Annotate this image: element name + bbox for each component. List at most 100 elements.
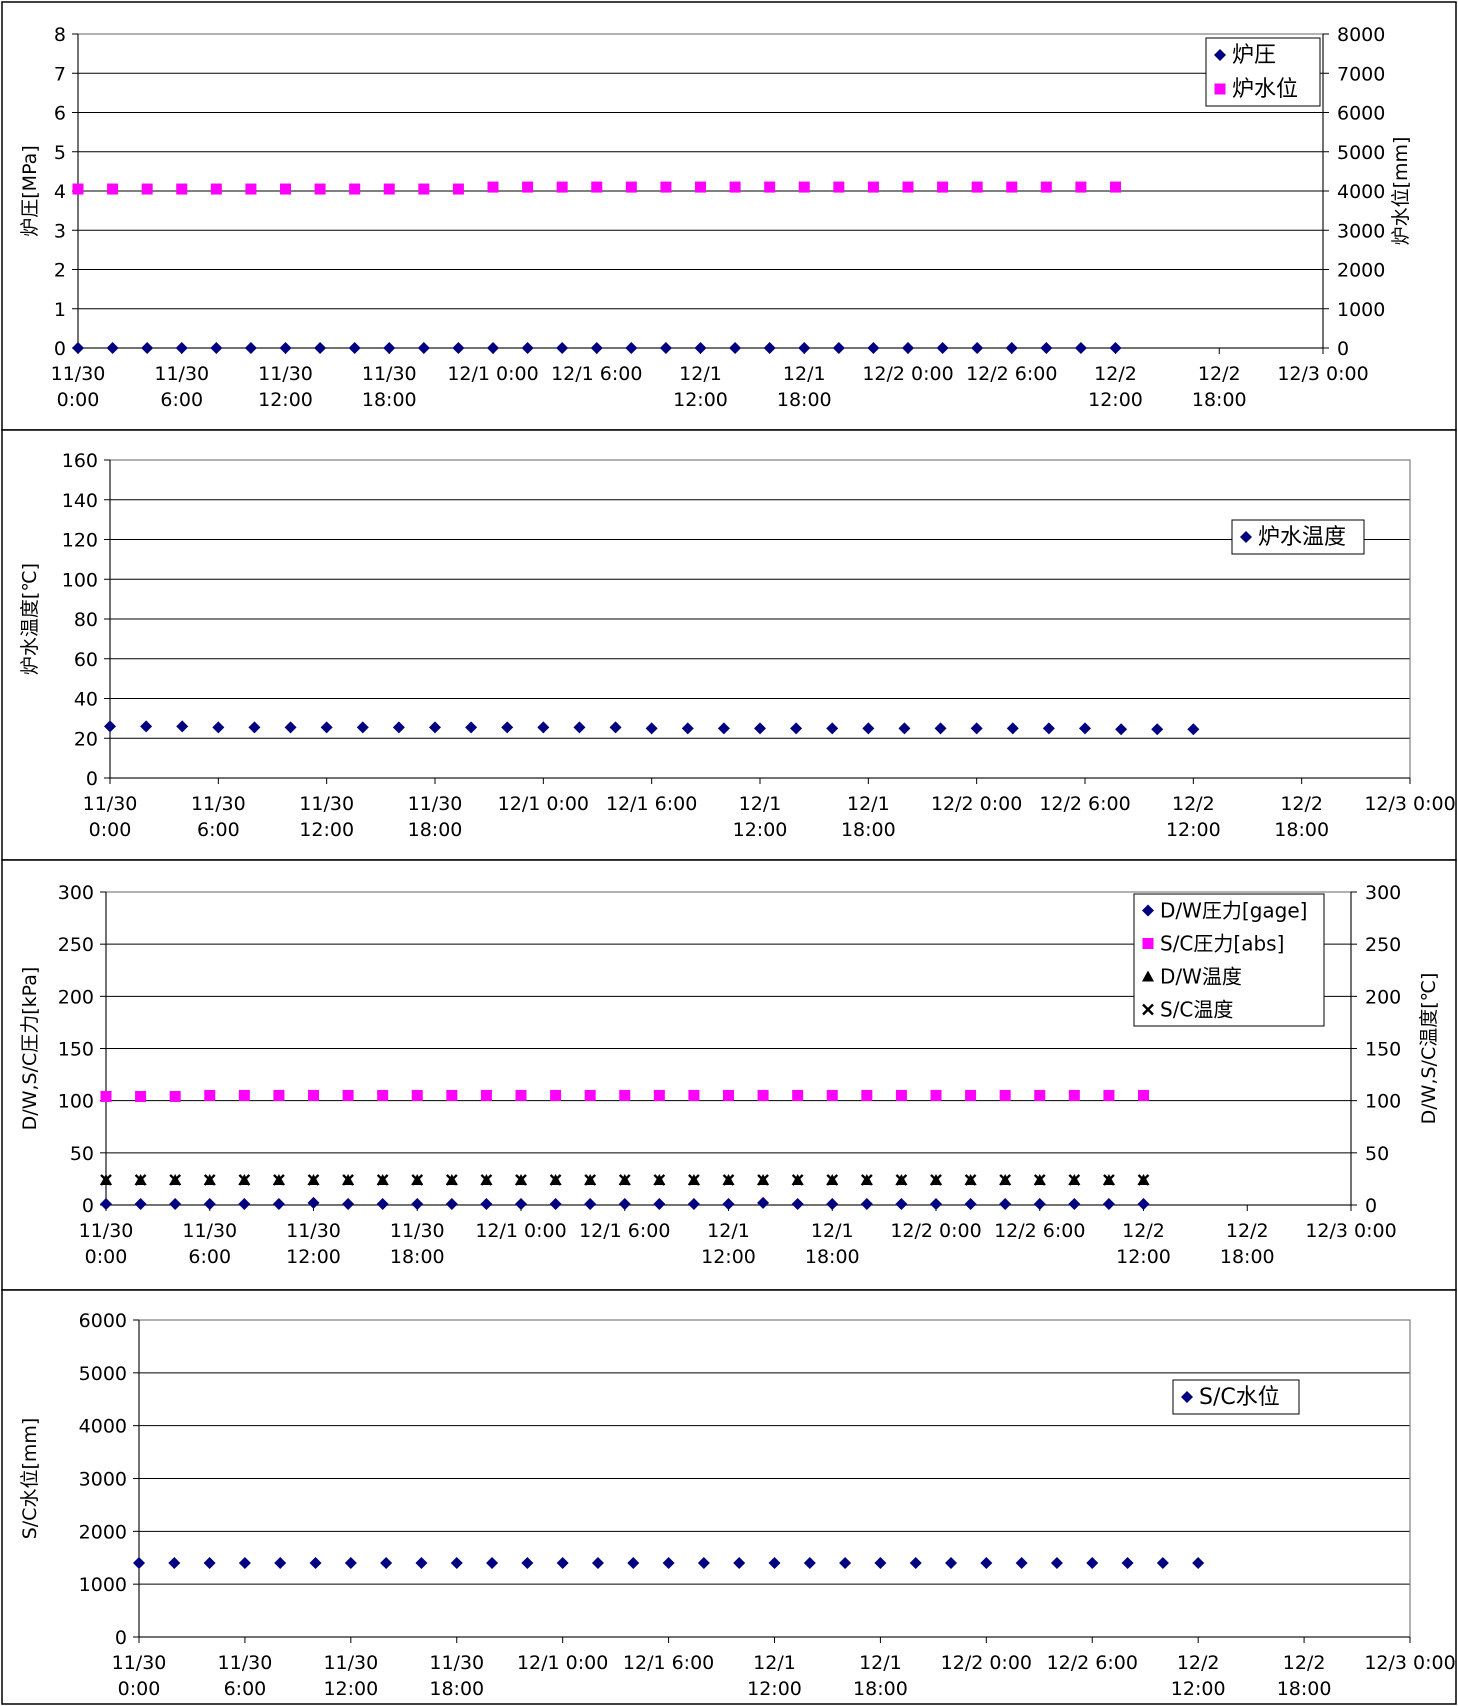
data-point [135,1090,147,1102]
y2-tick-label: 3000 [1337,220,1385,242]
x-tick-label: 11/30 12:00 [258,363,313,411]
data-point [832,342,845,354]
data-point [238,1174,251,1186]
data-point [1015,1557,1028,1570]
data-point [168,1557,181,1570]
data-point [584,1174,597,1186]
y-tick-label: 2000 [79,1521,127,1543]
data-point [550,1089,562,1101]
data-point [1138,1089,1149,1101]
y2-tick-label: 250 [1365,934,1401,956]
data-point [515,1174,527,1186]
data-point [1115,723,1128,736]
data-point [573,721,586,734]
legend-marker [1240,531,1252,543]
data-point [1192,1557,1205,1570]
data-point [376,1197,389,1210]
data-point [176,720,189,733]
x-tick-label: 12/3 0:00 [1305,1220,1396,1242]
y-tick-label: 4 [54,181,66,203]
data-point [210,342,223,354]
data-point [486,1557,499,1570]
data-point [1005,342,1018,354]
x-tick-label: 12/2 6:00 [966,363,1057,385]
data-point [72,342,84,354]
series-S/C温度 [100,1174,1150,1186]
y-tick-label: 7 [54,63,66,85]
x-tick-label: 12/1 0:00 [517,1652,608,1674]
data-point [309,1557,322,1570]
data-point [342,1197,355,1210]
x-tick-label: 11/30 18:00 [429,1652,484,1700]
data-point [1033,1197,1046,1210]
data-point [133,1557,145,1570]
series-D/W圧力[gage] [100,1196,1150,1210]
data-point [930,1197,942,1210]
data-point [860,1197,873,1210]
y-tick-label: 0 [54,338,66,360]
data-point [104,720,116,733]
data-point [204,1089,216,1101]
x-tick-label: 12/2 6:00 [994,1220,1085,1242]
legend-box [1133,893,1325,1027]
data-point [826,1174,839,1186]
data-point [100,1197,112,1210]
data-point [72,183,84,195]
series-S/C圧力[abs] [100,1089,1149,1102]
data-point [803,1557,816,1570]
y-tick-label: 120 [62,530,98,552]
data-point [465,721,478,734]
legend-label: 炉水位 [1232,77,1298,102]
data-point [826,722,839,735]
data-point [591,181,603,193]
data-point [653,1174,666,1186]
data-point [791,1174,804,1186]
data-point [902,181,914,193]
data-point [314,342,327,354]
x-tick-label: 12/1 0:00 [475,1220,566,1242]
data-point [1006,722,1019,735]
data-point [1068,1089,1080,1101]
data-point [383,342,396,354]
x-tick-label: 12/3 0:00 [1364,1652,1455,1674]
x-tick-label: 12/1 0:00 [498,793,589,815]
x-tick-label: 12/2 18:00 [1220,1220,1275,1268]
data-point [203,1197,216,1210]
data-point [272,1197,285,1210]
y2-axis-title: D/W,S/C温度[℃] [1418,973,1440,1125]
x-tick-label: 11/30 6:00 [191,793,246,841]
x-tick-label: 11/30 12:00 [323,1652,378,1700]
x-tick-label: 12/1 6:00 [579,1220,670,1242]
data-point [584,1197,597,1210]
data-point [344,1557,357,1570]
data-point [445,1197,458,1210]
data-point [515,1089,527,1101]
data-point [377,1089,389,1101]
data-point [107,183,119,195]
data-point [874,1557,887,1570]
data-point [411,1089,423,1101]
data-point [452,342,465,354]
data-point [645,722,658,735]
x-tick-label: 12/2 18:00 [1192,363,1247,411]
data-point [501,721,514,734]
y2-tick-label: 5000 [1337,142,1385,164]
data-point [1074,342,1087,354]
series-S/C水位 [133,1557,1205,1570]
data-point [688,1089,700,1101]
y-tick-label: 300 [58,882,94,904]
x-tick-label: 12/3 0:00 [1364,793,1455,815]
y2-tick-label: 7000 [1337,63,1385,85]
x-tick-label: 11/30 6:00 [218,1652,273,1700]
data-point [480,1197,493,1210]
chart-2: 0 20 40 60 80 100 120 140 160 11/30 0:00 11/30 6:00 1… [1,429,1457,861]
data-point [618,1174,631,1186]
data-point [175,342,188,354]
data-point [965,1089,977,1101]
y-tick-label: 8 [54,24,66,46]
x-tick-label: 11/30 0:00 [79,1220,134,1268]
y-tick-label: 200 [58,986,94,1008]
data-point [169,1090,181,1102]
data-point [723,1089,734,1101]
legend-marker [1214,83,1226,95]
